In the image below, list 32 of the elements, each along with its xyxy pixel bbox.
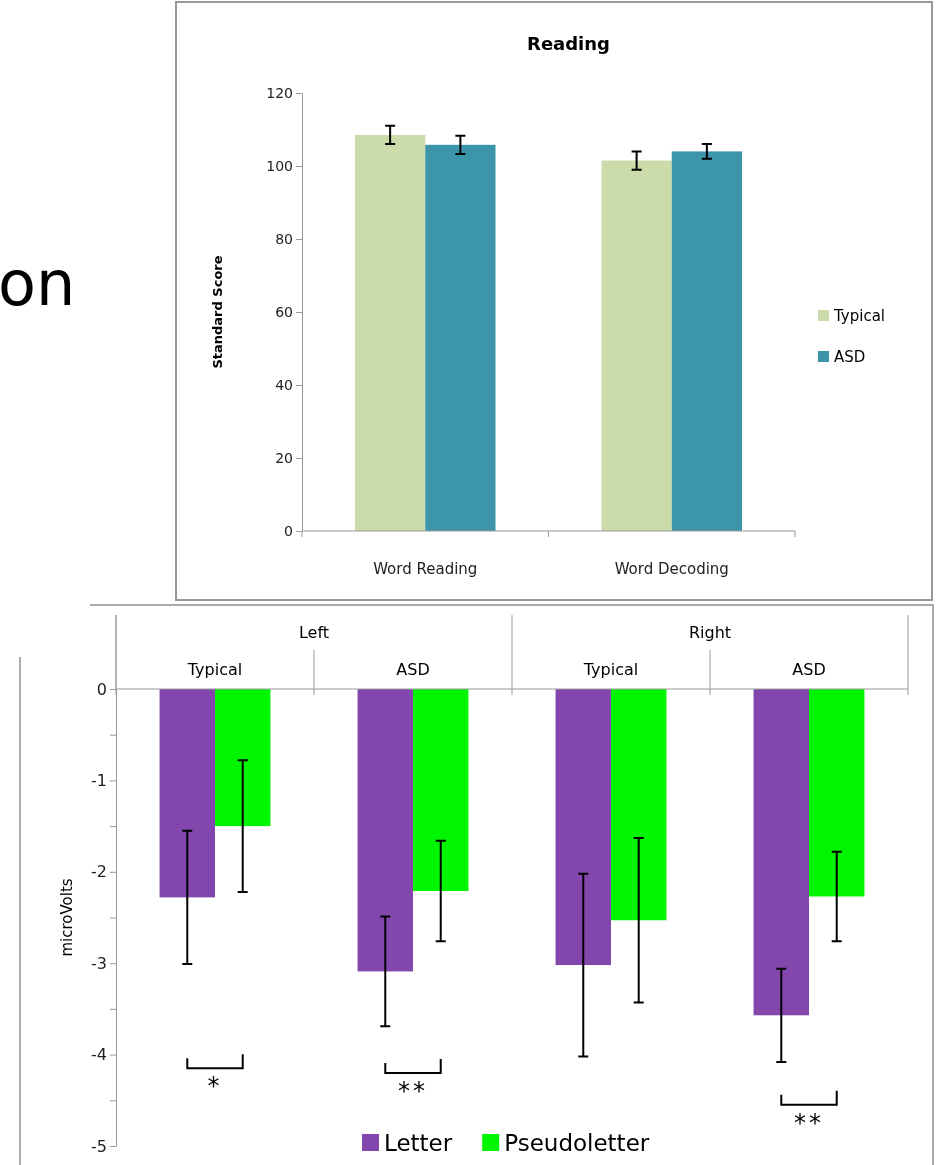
chart-title: Reading xyxy=(527,33,610,54)
text: Right xyxy=(688,623,732,642)
y-tick-label: 20 xyxy=(275,449,293,466)
x-tick-label: Typical xyxy=(186,660,243,679)
y-tick-label: 120 xyxy=(266,84,293,101)
x-tick-label: Word Decoding xyxy=(614,560,729,578)
x-tick-label: ASD xyxy=(396,660,430,679)
x-tick-label: Typical xyxy=(582,660,639,679)
x-tick-label: ASD xyxy=(792,660,826,679)
y-tick-label: 0 xyxy=(96,679,107,699)
y-tick-label: -2 xyxy=(91,862,107,882)
legend-label: Typical xyxy=(833,307,885,325)
y-tick-label: 40 xyxy=(275,376,293,393)
y-tick-label: 100 xyxy=(266,157,293,174)
y-tick-label: -3 xyxy=(91,953,107,973)
y-tick-label: -1 xyxy=(91,771,107,791)
y-tick-label: -4 xyxy=(91,1045,107,1065)
y-tick-label: 80 xyxy=(275,230,293,247)
x-tick-label: Word Reading xyxy=(373,560,478,578)
y-tick-label: -5 xyxy=(91,1136,107,1156)
annotation: ** xyxy=(794,1108,824,1137)
annotation: ** xyxy=(398,1076,428,1105)
y-tick-label: 0 xyxy=(284,522,293,539)
text: on xyxy=(0,247,76,320)
annotation: * xyxy=(207,1072,223,1101)
legend-label: Letter xyxy=(384,1130,453,1156)
y-tick-label: 60 xyxy=(275,303,293,320)
legend-label: Pseudoletter xyxy=(504,1130,650,1156)
y-axis-title: microVolts xyxy=(58,878,76,957)
legend-label: ASD xyxy=(834,348,866,366)
text: Left xyxy=(298,623,330,642)
y-axis-title: Standard Score xyxy=(210,255,225,369)
